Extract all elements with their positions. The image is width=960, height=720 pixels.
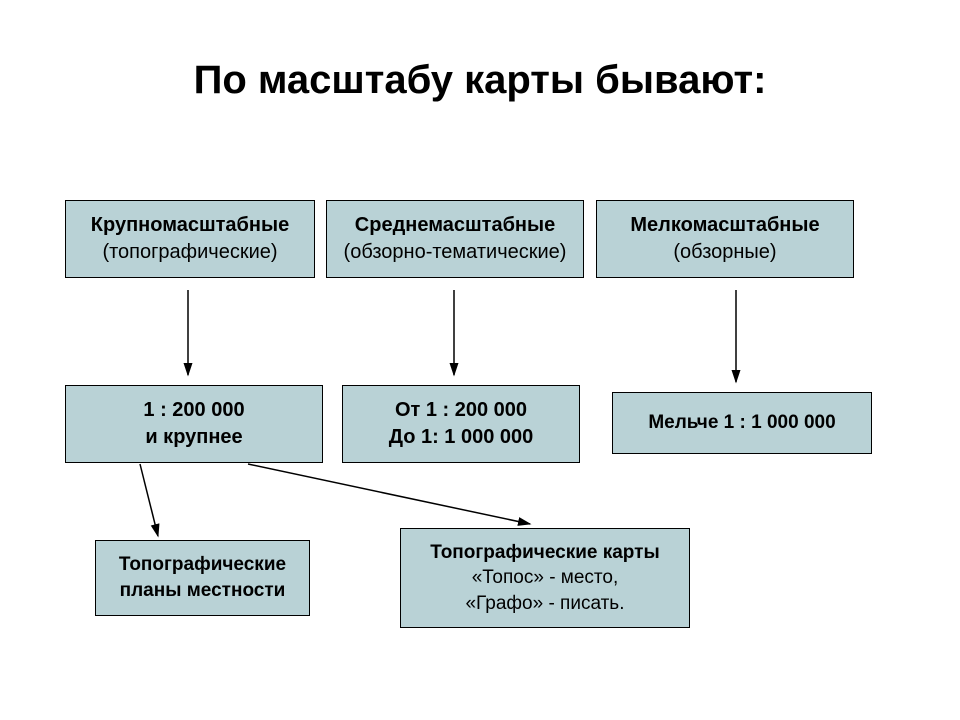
node-topographic-plans-line1: Топографические <box>119 552 286 578</box>
node-medium-scale-line2: (обзорно-тематические) <box>344 239 567 266</box>
node-scale-large-value-line1: 1 : 200 000 <box>143 397 244 424</box>
node-small-scale: Мелкомасштабные (обзорные) <box>596 200 854 278</box>
edge-midA-botA <box>140 464 158 536</box>
node-scale-medium-value-line1: От 1 : 200 000 <box>395 397 527 424</box>
node-medium-scale-line1: Среднемасштабные <box>355 212 555 239</box>
node-scale-small-value-line1: Мельче 1 : 1 000 000 <box>648 410 835 436</box>
node-scale-large-value: 1 : 200 000 и крупнее <box>65 385 323 463</box>
node-topographic-maps-line3: «Графо» - писать. <box>465 591 624 617</box>
node-topographic-maps: Топографические карты «Топос» - место, «… <box>400 528 690 628</box>
node-scale-large-value-line2: и крупнее <box>145 424 242 451</box>
node-topographic-maps-line1: Топографические карты <box>430 540 659 566</box>
edge-midA-botB <box>248 464 530 524</box>
node-topographic-plans-line2: планы местности <box>120 578 286 604</box>
node-topographic-plans: Топографические планы местности <box>95 540 310 616</box>
node-large-scale-line2: (топографические) <box>102 239 277 266</box>
node-small-scale-line2: (обзорные) <box>673 239 776 266</box>
node-medium-scale: Среднемасштабные (обзорно-тематические) <box>326 200 584 278</box>
diagram-canvas: По масштабу карты бывают: Крупномасштабн… <box>0 0 960 720</box>
node-scale-small-value: Мельче 1 : 1 000 000 <box>612 392 872 454</box>
node-scale-medium-value-line2: До 1: 1 000 000 <box>389 424 534 451</box>
node-large-scale: Крупномасштабные (топографические) <box>65 200 315 278</box>
node-topographic-maps-line2: «Топос» - место, <box>472 565 619 591</box>
node-small-scale-line1: Мелкомасштабные <box>630 212 819 239</box>
node-large-scale-line1: Крупномасштабные <box>91 212 289 239</box>
diagram-title: По масштабу карты бывают: <box>0 58 960 103</box>
node-scale-medium-value: От 1 : 200 000 До 1: 1 000 000 <box>342 385 580 463</box>
